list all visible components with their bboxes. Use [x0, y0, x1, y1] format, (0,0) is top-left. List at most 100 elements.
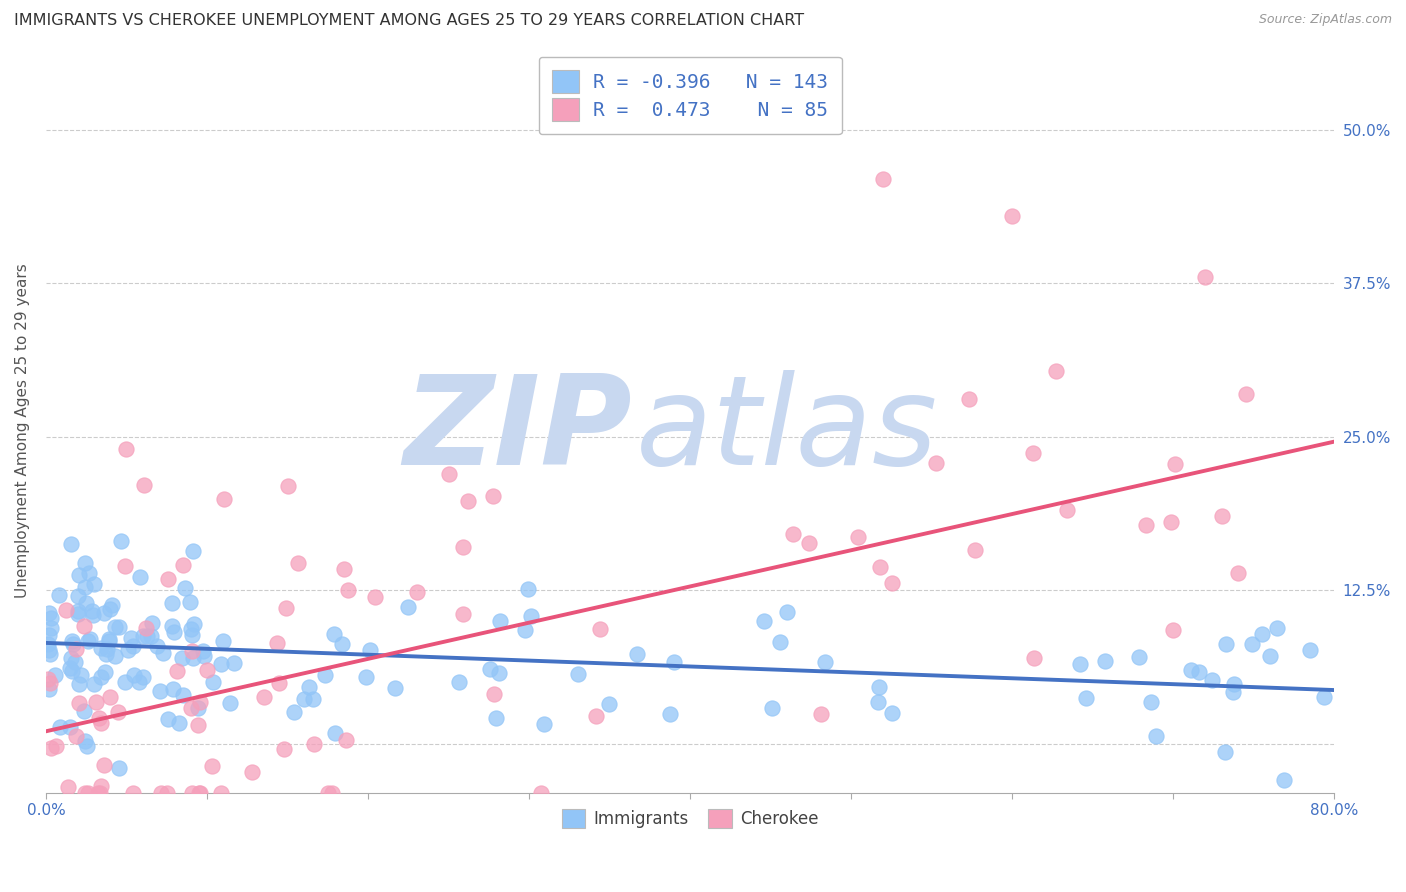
Point	[1056, 503, 1078, 517]
Point	[880, 706, 903, 720]
Point	[1312, 690, 1334, 704]
Point	[1222, 685, 1244, 699]
Point	[191, 644, 214, 658]
Point	[187, 700, 209, 714]
Point	[337, 583, 360, 598]
Point	[517, 582, 540, 597]
Point	[782, 527, 804, 541]
Point	[90, 779, 112, 793]
Point	[67, 604, 90, 618]
Point	[283, 705, 305, 719]
Point	[82, 607, 104, 622]
Point	[170, 651, 193, 665]
Point	[122, 786, 145, 800]
Point	[76, 634, 98, 648]
Point	[166, 664, 188, 678]
Point	[201, 759, 224, 773]
Point	[323, 626, 346, 640]
Point	[188, 695, 211, 709]
Point	[97, 632, 120, 647]
Point	[59, 661, 82, 675]
Point	[162, 681, 184, 696]
Point	[267, 676, 290, 690]
Point	[156, 786, 179, 800]
Point	[75, 556, 97, 570]
Point	[89, 786, 111, 800]
Point	[129, 570, 152, 584]
Point	[872, 172, 894, 186]
Point	[67, 589, 90, 603]
Point	[149, 684, 172, 698]
Point	[481, 489, 503, 503]
Point	[96, 641, 118, 656]
Point	[139, 629, 162, 643]
Point	[187, 717, 209, 731]
Point	[132, 670, 155, 684]
Point	[1223, 677, 1246, 691]
Point	[160, 619, 183, 633]
Point	[406, 585, 429, 599]
Point	[183, 616, 205, 631]
Point	[110, 533, 132, 548]
Point	[384, 681, 406, 695]
Point	[84, 695, 107, 709]
Point	[533, 716, 555, 731]
Point	[156, 712, 179, 726]
Point	[173, 581, 195, 595]
Point	[478, 662, 501, 676]
Point	[298, 680, 321, 694]
Point	[179, 595, 201, 609]
Point	[209, 657, 232, 671]
Point	[141, 616, 163, 631]
Point	[190, 786, 212, 800]
Point	[659, 706, 682, 721]
Point	[252, 690, 274, 704]
Point	[1211, 508, 1233, 523]
Point	[193, 649, 215, 664]
Point	[212, 492, 235, 507]
Point	[39, 622, 62, 636]
Point	[75, 786, 97, 800]
Point	[38, 606, 60, 620]
Point	[152, 647, 174, 661]
Point	[156, 572, 179, 586]
Point	[58, 780, 80, 794]
Legend: Immigrants, Cherokee: Immigrants, Cherokee	[555, 803, 825, 835]
Point	[79, 632, 101, 646]
Point	[38, 681, 60, 696]
Point	[485, 711, 508, 725]
Point	[60, 634, 83, 648]
Point	[333, 562, 356, 576]
Point	[163, 624, 186, 639]
Point	[100, 601, 122, 615]
Point	[1139, 695, 1161, 709]
Point	[90, 641, 112, 656]
Point	[868, 695, 890, 709]
Point	[1299, 643, 1322, 657]
Point	[775, 605, 797, 619]
Point	[93, 758, 115, 772]
Point	[240, 764, 263, 779]
Point	[134, 478, 156, 492]
Point	[75, 596, 97, 610]
Point	[104, 649, 127, 664]
Point	[869, 560, 891, 574]
Point	[94, 665, 117, 679]
Point	[489, 615, 512, 629]
Point	[530, 786, 553, 800]
Point	[437, 467, 460, 481]
Point	[457, 494, 479, 508]
Point	[957, 392, 980, 406]
Point	[136, 630, 159, 644]
Point	[167, 715, 190, 730]
Point	[59, 720, 82, 734]
Point	[202, 675, 225, 690]
Point	[799, 536, 821, 550]
Point	[1022, 650, 1045, 665]
Point	[180, 700, 202, 714]
Point	[1227, 566, 1250, 580]
Point	[114, 558, 136, 573]
Point	[89, 710, 111, 724]
Point	[814, 655, 837, 669]
Point	[76, 786, 98, 800]
